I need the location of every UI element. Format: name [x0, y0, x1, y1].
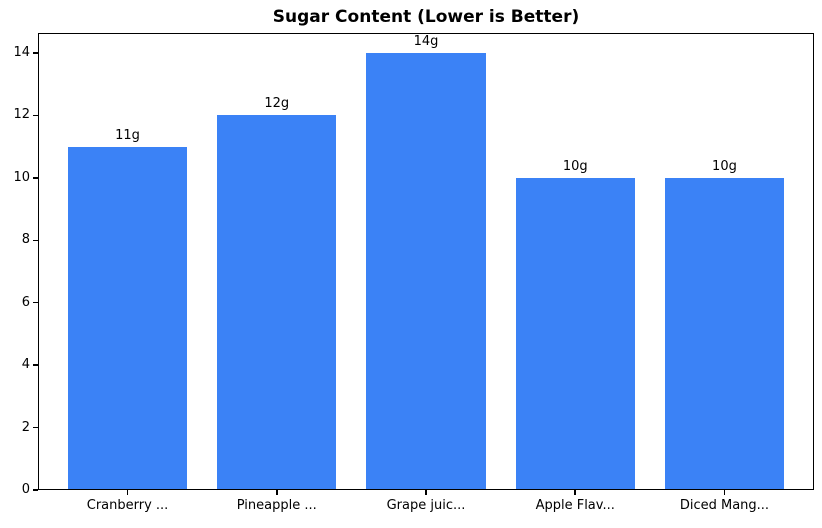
bar-value-label: 14g	[413, 33, 439, 49]
bar	[515, 177, 635, 490]
bar	[67, 146, 188, 490]
x-tick-mark	[425, 490, 427, 495]
y-tick-mark	[33, 239, 38, 242]
x-tick-mark	[574, 490, 576, 495]
y-tick-label: 14	[13, 44, 30, 60]
bar	[217, 115, 337, 490]
y-tick-mark	[33, 177, 38, 179]
bar-value-label: 12g	[264, 96, 290, 112]
bar	[366, 52, 486, 490]
y-tick-label: 6	[21, 294, 30, 310]
y-tick-label: 12	[13, 107, 30, 123]
x-tick-mark	[276, 490, 278, 495]
bar-value-label: 11g	[115, 127, 140, 143]
y-tick-label: 10	[13, 169, 30, 185]
chart-title: Sugar Content (Lower is Better)	[272, 7, 580, 27]
x-tick-label: Diced Mang...	[679, 498, 770, 513]
y-tick-mark	[33, 114, 38, 117]
x-tick-label: Cranberry ...	[86, 498, 169, 513]
y-tick-mark	[33, 426, 38, 429]
x-tick-mark	[723, 490, 726, 495]
x-tick-mark	[126, 490, 129, 495]
y-tick-label: 8	[21, 232, 30, 248]
x-tick-label: Apple Flav...	[535, 498, 615, 513]
bar-value-label: 10g	[562, 158, 588, 174]
bar	[664, 177, 785, 490]
y-tick-label: 0	[21, 482, 30, 497]
y-tick-mark	[33, 52, 38, 54]
y-tick-mark	[33, 489, 38, 491]
bar-value-label: 10g	[712, 158, 737, 174]
x-tick-label: Pineapple ...	[236, 498, 317, 513]
x-tick-label: Grape juic...	[386, 498, 466, 513]
y-tick-mark	[33, 364, 38, 366]
y-tick-label: 4	[21, 357, 30, 373]
plot-area	[38, 33, 814, 490]
y-tick-label: 2	[21, 419, 30, 435]
y-tick-mark	[33, 301, 38, 304]
